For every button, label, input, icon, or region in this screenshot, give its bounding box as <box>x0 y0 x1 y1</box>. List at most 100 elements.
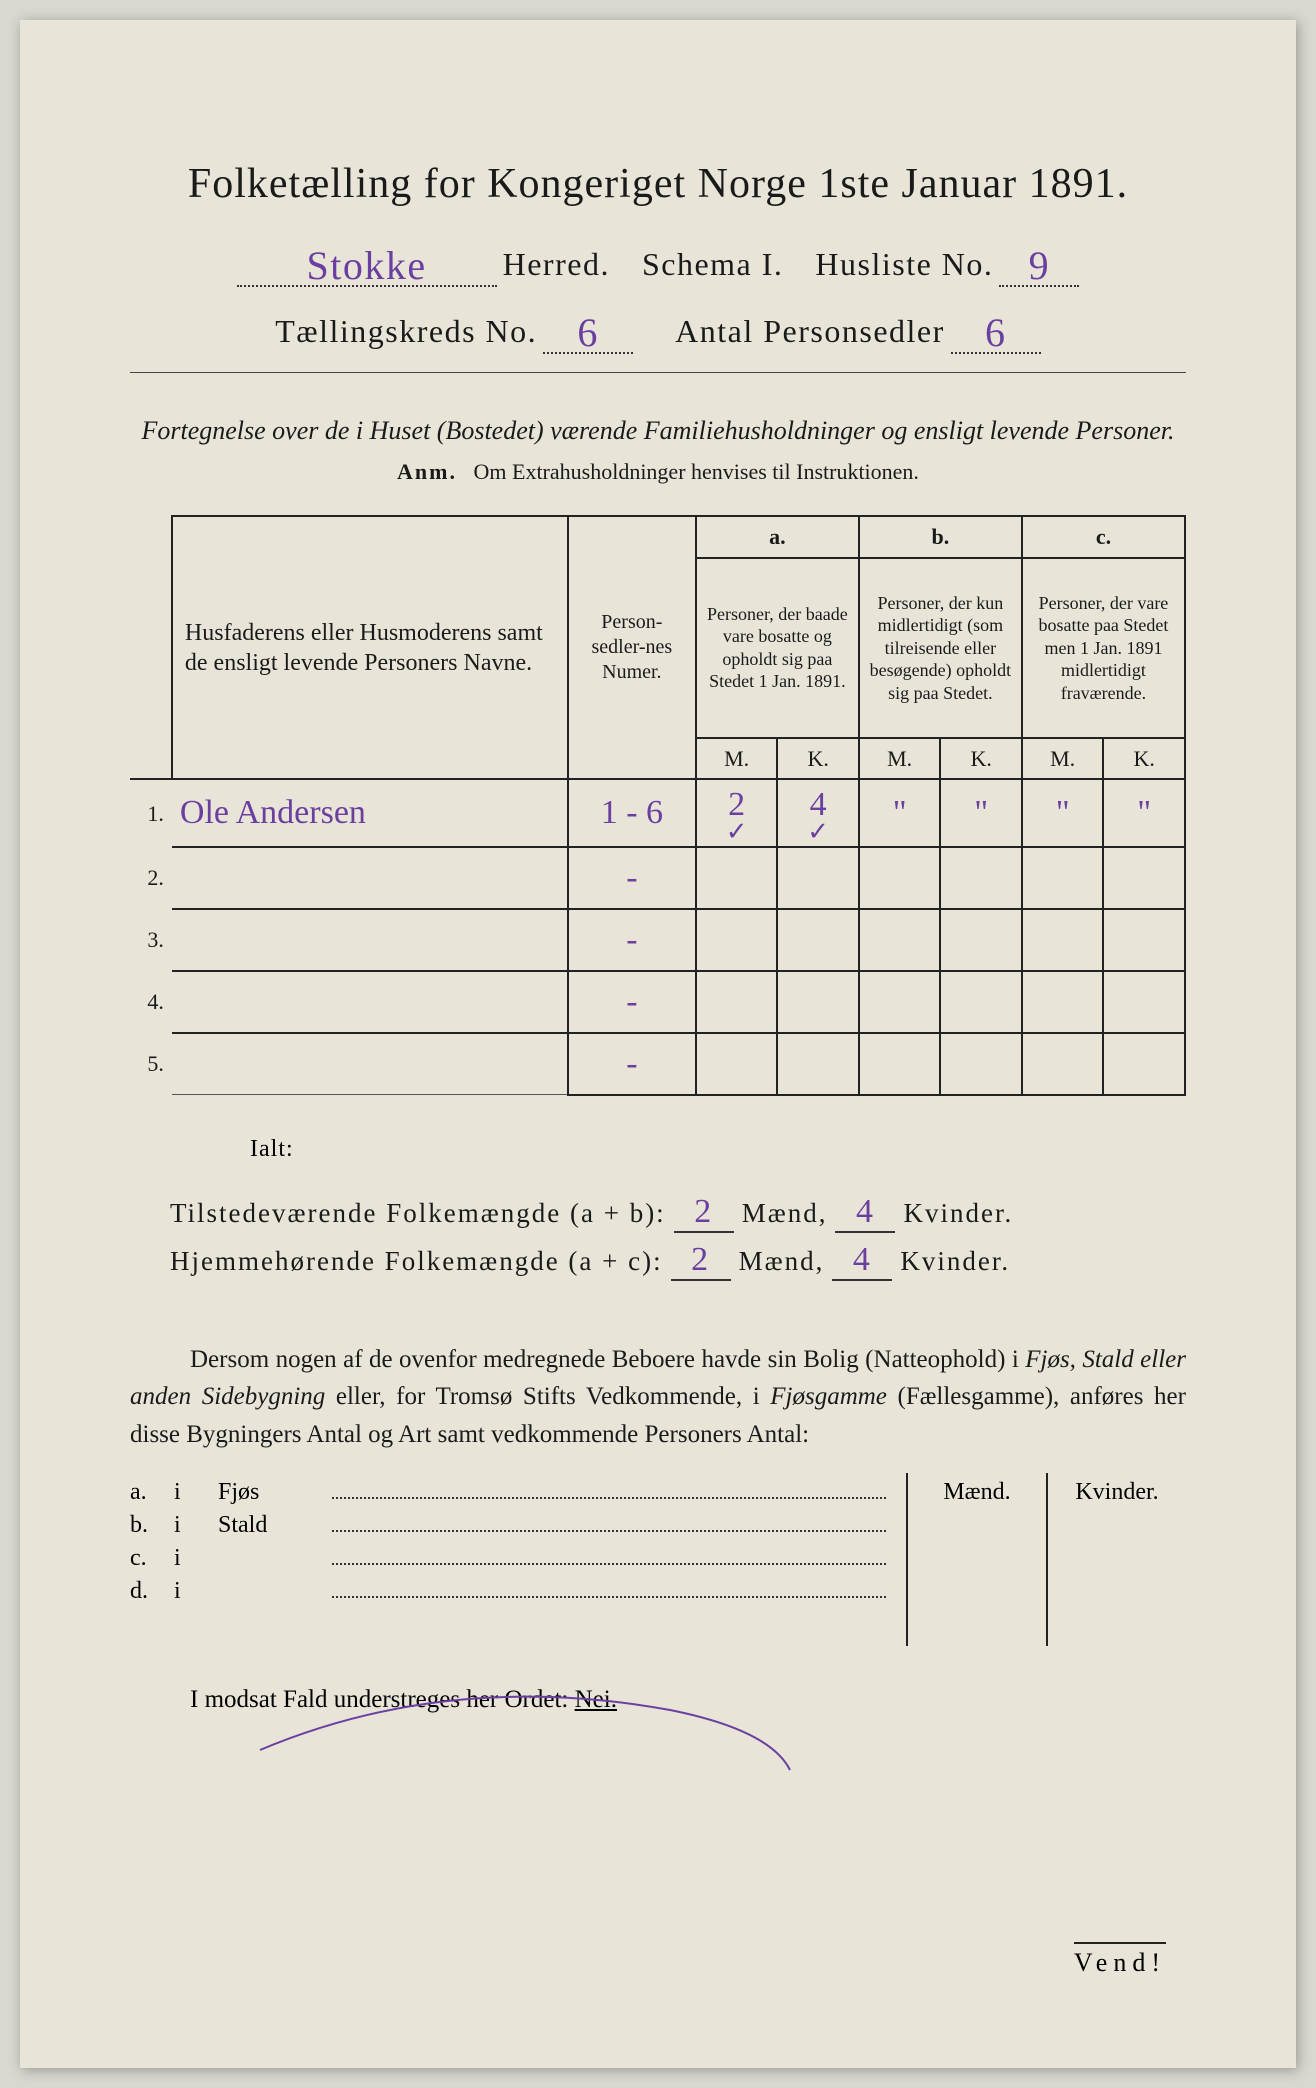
herred-value: Stokke <box>307 243 427 288</box>
table-cell: - <box>568 909 696 971</box>
anm-text: Om Extrahusholdninger henvises til Instr… <box>474 459 919 484</box>
table-cell <box>696 909 778 971</box>
table-cell <box>172 971 568 1033</box>
table-cell <box>172 1033 568 1095</box>
summary-2-k-field: 4 <box>832 1241 892 1281</box>
table-cell: Ole Andersen <box>172 779 568 847</box>
table-cell: - <box>568 1033 696 1095</box>
sublist-right-cols: Mænd. Kvinder. <box>906 1473 1186 1646</box>
table-cell <box>777 847 859 909</box>
sublist-row: b.iStald <box>130 1512 886 1539</box>
table-row: 4. - <box>130 971 1185 1033</box>
table-cell: 2✓ <box>696 779 778 847</box>
antal-value: 6 <box>985 310 1007 355</box>
paragraph: Dersom nogen af de ovenfor medregnede Be… <box>130 1341 1186 1454</box>
sublist-row: c.i <box>130 1545 886 1572</box>
kreds-value: 6 <box>577 310 599 355</box>
husliste-label: Husliste No. <box>815 246 993 283</box>
table-cell <box>1103 909 1185 971</box>
table-cell <box>777 909 859 971</box>
table-cell <box>940 971 1022 1033</box>
vend-label: Vend! <box>1074 1942 1166 1978</box>
table-cell <box>696 847 778 909</box>
table-cell <box>696 971 778 1033</box>
antal-label: Antal Personsedler <box>675 313 945 350</box>
col-a-text: Personer, der baade vare bosatte og opho… <box>696 558 859 738</box>
main-table: Husfaderens eller Husmoderens samt de en… <box>130 515 1186 1096</box>
herred-field: Stokke <box>237 238 497 287</box>
table-row: 2.- <box>130 847 1185 909</box>
husliste-value: 9 <box>1029 243 1051 288</box>
col-maend: Mænd. <box>906 1473 1046 1646</box>
table-cell: 3. <box>130 909 172 971</box>
sublist-row: a.iFjøs <box>130 1479 886 1506</box>
table-cell <box>940 1033 1022 1095</box>
strike-curve <box>250 1660 810 1800</box>
sublist-row: d.i <box>130 1578 886 1605</box>
summary-1-label: Tilstedeværende Folkemængde (a + b): <box>170 1198 666 1229</box>
main-title: Folketælling for Kongeriget Norge 1ste J… <box>130 160 1186 208</box>
kreds-label: Tællingskreds No. <box>275 313 537 350</box>
table-cell <box>777 971 859 1033</box>
col-b-label: b. <box>859 516 1022 558</box>
table-cell: " <box>1103 779 1185 847</box>
summary-maend: Mænd, <box>742 1198 828 1229</box>
table-cell <box>172 909 568 971</box>
col-b-text: Personer, der kun midlertidigt (som tilr… <box>859 558 1022 738</box>
summary-1-k-field: 4 <box>835 1193 895 1233</box>
table-cell <box>1103 1033 1185 1095</box>
col-a-label: a. <box>696 516 859 558</box>
summary-kvinder-2: Kvinder. <box>900 1246 1010 1277</box>
herred-label: Herred. <box>503 246 610 283</box>
col-names-header: Husfaderens eller Husmoderens samt de en… <box>172 516 568 779</box>
table-cell: " <box>940 779 1022 847</box>
summary-2-label: Hjemmehørende Folkemængde (a + c): <box>170 1246 663 1277</box>
ialt-label: Ialt: <box>250 1136 1186 1163</box>
col-c-text: Personer, der vare bosatte paa Stedet me… <box>1022 558 1185 738</box>
sublist-section: a.iFjøs b.iStald c.i d.i Mænd. Kvinder. <box>130 1473 1186 1646</box>
table-cell <box>1103 847 1185 909</box>
final-line: I modsat Fald understreges her Ordet: Ne… <box>130 1686 1186 1714</box>
table-cell <box>172 847 568 909</box>
col-a-m: M. <box>696 738 778 780</box>
col-c-k: K. <box>1103 738 1185 780</box>
table-cell <box>940 847 1022 909</box>
table-cell <box>859 971 941 1033</box>
col-kvinder: Kvinder. <box>1046 1473 1186 1646</box>
sublist-items: a.iFjøs b.iStald c.i d.i <box>130 1473 886 1611</box>
husliste-field: 9 <box>999 238 1079 287</box>
table-cell <box>859 909 941 971</box>
table-row: 5.- <box>130 1033 1185 1095</box>
table-cell: 4✓ <box>777 779 859 847</box>
table-cell <box>1103 971 1185 1033</box>
col-b-m: M. <box>859 738 941 780</box>
col-b-k: K. <box>940 738 1022 780</box>
col-a-k: K. <box>777 738 859 780</box>
table-cell <box>940 909 1022 971</box>
schema-label: Schema I. <box>642 246 783 283</box>
table-cell: " <box>1022 779 1104 847</box>
summary-2-m-field: 2 <box>671 1241 731 1281</box>
kreds-field: 6 <box>543 305 633 354</box>
col-sedler-header: Person-sedler-nes Numer. <box>568 516 696 779</box>
summary-maend-2: Mænd, <box>739 1246 825 1277</box>
table-cell <box>859 847 941 909</box>
summary-line-1: Tilstedeværende Folkemængde (a + b): 2 M… <box>130 1193 1186 1233</box>
header-line-3: Tællingskreds No. 6 Antal Personsedler 6 <box>130 305 1186 354</box>
table-row: 3. - <box>130 909 1185 971</box>
table-cell: 1 - 6 <box>568 779 696 847</box>
antal-field: 6 <box>951 305 1041 354</box>
summary-line-2: Hjemmehørende Folkemængde (a + c): 2 Mæn… <box>130 1241 1186 1281</box>
header-line-2: Stokke Herred. Schema I. Husliste No. 9 <box>130 238 1186 287</box>
final-nei: Nei. <box>575 1686 617 1713</box>
table-cell <box>859 1033 941 1095</box>
table-cell <box>696 1033 778 1095</box>
table-cell: - <box>568 971 696 1033</box>
table-cell <box>1022 909 1104 971</box>
table-row: 1.Ole Andersen1 - 62✓4✓"""" <box>130 779 1185 847</box>
table-cell <box>777 1033 859 1095</box>
summary-1-m-field: 2 <box>674 1193 734 1233</box>
subtitle: Fortegnelse over de i Huset (Bostedet) v… <box>130 413 1186 449</box>
table-cell: 1. <box>130 779 172 847</box>
table-cell: 4. <box>130 971 172 1033</box>
